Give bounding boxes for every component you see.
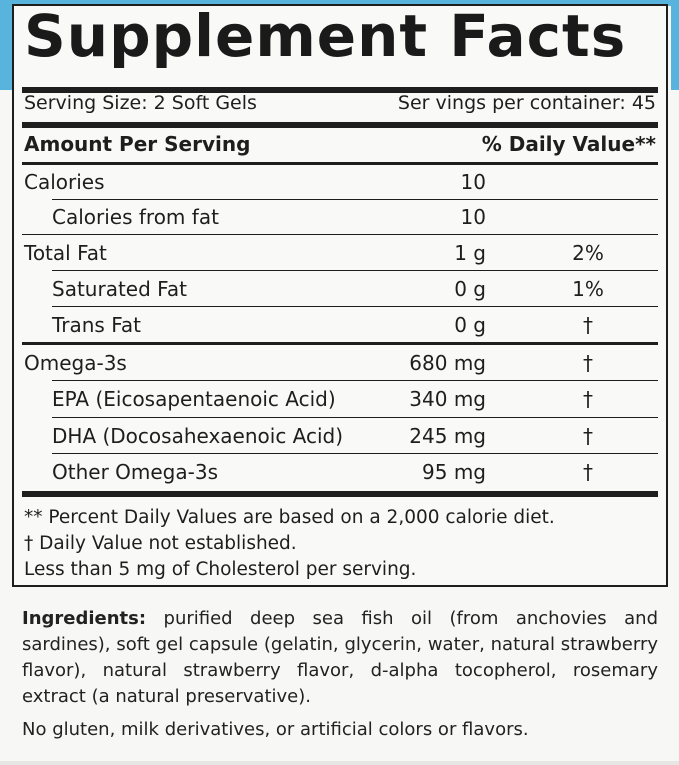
nutrient-label-other-omega-3s: Other Omega-3s bbox=[52, 460, 218, 484]
rule-under-serving bbox=[22, 122, 658, 128]
nutrient-dv-epa: † bbox=[583, 387, 593, 411]
allergen-statement: No gluten, milk derivatives, or artifici… bbox=[22, 719, 529, 740]
nutrient-label-calories: Calories bbox=[24, 170, 105, 194]
nutrient-label-epa: EPA (Eicosapentaenoic Acid) bbox=[52, 387, 336, 411]
rule-under-title bbox=[22, 87, 658, 93]
package-edge-bottom bbox=[0, 761, 679, 765]
package-edge-right bbox=[671, 0, 679, 90]
amount-per-serving-header: Amount Per Serving bbox=[24, 132, 251, 156]
row-divider bbox=[52, 306, 658, 307]
rule-before-omega bbox=[22, 342, 658, 345]
ingredients-text: purified deep sea fish oil (from anchovi… bbox=[22, 608, 658, 707]
panel-title: Supplement Facts bbox=[24, 2, 627, 70]
nutrient-dv-total-fat: 2% bbox=[572, 241, 604, 265]
nutrient-label-calories-from-fat: Calories from fat bbox=[52, 205, 219, 229]
nutrient-dv-saturated-fat: 1% bbox=[572, 277, 604, 301]
nutrient-label-trans-fat: Trans Fat bbox=[52, 313, 141, 337]
nutrient-label-saturated-fat: Saturated Fat bbox=[52, 277, 187, 301]
supplement-facts-panel: Supplement Facts Serving Size: 2 Soft Ge… bbox=[12, 2, 668, 587]
nutrient-dv-dha: † bbox=[583, 424, 593, 448]
nutrient-dv-omega-3s: † bbox=[583, 351, 593, 375]
nutrient-amount-omega-3s: 680 mg bbox=[409, 351, 486, 375]
row-divider bbox=[52, 380, 658, 381]
rule-before-footnotes bbox=[22, 491, 658, 497]
nutrient-amount-trans-fat: 0 g bbox=[454, 313, 486, 337]
package-edge-top bbox=[0, 0, 679, 6]
nutrient-label-dha: DHA (Docosahexaenoic Acid) bbox=[52, 424, 344, 448]
nutrient-amount-calories: 10 bbox=[460, 170, 486, 194]
row-divider bbox=[22, 234, 658, 235]
nutrient-amount-total-fat: 1 g bbox=[454, 241, 486, 265]
nutrient-amount-epa: 340 mg bbox=[409, 387, 486, 411]
nutrient-label-total-fat: Total Fat bbox=[24, 241, 107, 265]
nutrient-amount-calories-from-fat: 10 bbox=[460, 205, 486, 229]
nutrient-amount-saturated-fat: 0 g bbox=[454, 277, 486, 301]
servings-per-container: Ser vings per container: 45 bbox=[397, 92, 656, 114]
row-divider bbox=[52, 453, 658, 454]
ingredients-label: Ingredients: bbox=[22, 608, 147, 629]
ingredients-statement: Ingredients: purified deep sea fish oil … bbox=[22, 606, 658, 710]
nutrient-amount-dha: 245 mg bbox=[409, 424, 486, 448]
serving-size: Serving Size: 2 Soft Gels bbox=[24, 92, 257, 114]
row-divider bbox=[52, 199, 658, 200]
nutrient-dv-trans-fat: † bbox=[583, 313, 593, 337]
nutrient-label-omega-3s: Omega-3s bbox=[24, 351, 127, 375]
footnote-daily-values: ** Percent Daily Values are based on a 2… bbox=[24, 507, 555, 528]
footnote-dv-not-established: † Daily Value not established. bbox=[24, 533, 297, 554]
row-divider bbox=[52, 417, 658, 418]
rule-under-header bbox=[22, 162, 658, 165]
nutrient-dv-other-omega-3s: † bbox=[583, 460, 593, 484]
daily-value-header: % Daily Value** bbox=[481, 132, 656, 156]
row-divider bbox=[52, 270, 658, 271]
nutrient-amount-other-omega-3s: 95 mg bbox=[422, 460, 486, 484]
footnote-cholesterol: Less than 5 mg of Cholesterol per servin… bbox=[24, 559, 417, 580]
package-edge-left bbox=[0, 0, 12, 90]
